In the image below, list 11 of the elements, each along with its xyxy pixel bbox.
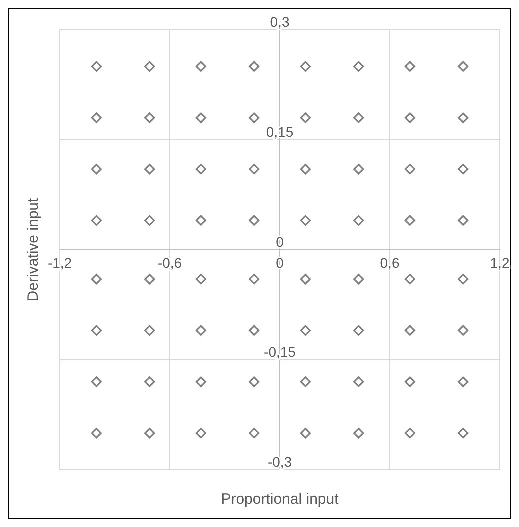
y-tick-label: -0,3 — [268, 454, 292, 470]
y-tick-label: -0,15 — [264, 344, 296, 360]
x-axis-title: Proportional input — [221, 491, 340, 508]
y-tick-label: 0,3 — [270, 14, 290, 30]
y-tick-label: 0 — [276, 234, 284, 250]
x-tick-label: 0,6 — [380, 255, 400, 271]
x-tick-label: 1,2 — [490, 255, 510, 271]
y-axis-title: Derivative input — [25, 197, 42, 302]
y-tick-label: 0,15 — [266, 124, 294, 140]
x-tick-label: -0,6 — [158, 255, 182, 271]
x-tick-label: -1,2 — [48, 255, 72, 271]
